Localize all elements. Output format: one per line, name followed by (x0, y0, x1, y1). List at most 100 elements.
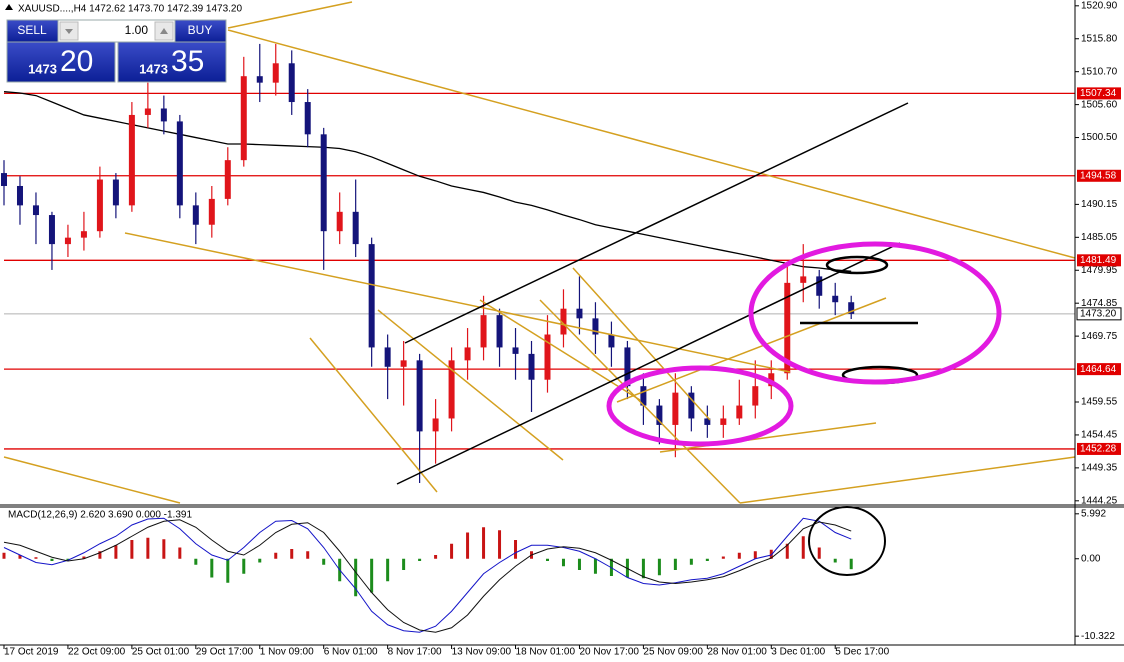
chart-title: XAUUSD....,H4 1472.62 1473.70 1472.39 14… (18, 4, 242, 15)
candle-body (224, 160, 231, 199)
candle-body (288, 63, 295, 103)
candle-body (336, 211, 343, 232)
candle-body (848, 302, 855, 314)
bid-tag (1076, 307, 1122, 321)
symbol-icon (5, 4, 13, 10)
histogram-bar (545, 558, 549, 561)
candle-body (816, 276, 823, 296)
histogram-bar (466, 532, 470, 559)
histogram-bar (322, 558, 326, 565)
sell-price-small[interactable]: 20 (60, 45, 93, 78)
histogram-bar (162, 539, 166, 559)
candle-body (368, 244, 375, 348)
histogram-bar (801, 536, 805, 559)
indicator-title: MACD(12,26,9) 2.620 3.690 0.000 -1.391 (8, 510, 192, 521)
histogram-bar (98, 551, 102, 559)
candle-body (256, 76, 263, 83)
level-label: 1507.34 (1080, 88, 1117, 99)
candle-body (160, 108, 167, 122)
histogram-bar (641, 558, 645, 579)
histogram-bar (434, 555, 438, 559)
x-tick-label: 1 Nov 09:00 (260, 647, 314, 658)
candle-body (384, 347, 391, 367)
histogram-bar (849, 558, 853, 570)
histogram-bar (146, 537, 150, 559)
candle-body (272, 63, 279, 83)
candle-body (32, 205, 39, 216)
y-tick-label: 0.00 (1081, 553, 1101, 564)
candle-body (48, 215, 55, 245)
arrow-up (160, 28, 168, 34)
x-tick-label: 20 Nov 17:00 (579, 647, 639, 658)
x-tick-label: 22 Oct 09:00 (68, 647, 126, 658)
buy-label[interactable]: BUY (188, 23, 213, 37)
y-tick-label: 5.992 (1081, 508, 1106, 519)
axes (0, 0, 1124, 646)
drawings (3, 1, 1076, 576)
x-tick-label: 25 Nov 09:00 (643, 647, 703, 658)
y-tick-label: 1444.25 (1081, 495, 1118, 506)
candle-body (304, 102, 311, 135)
buy-price-small[interactable]: 35 (171, 45, 204, 78)
histogram-bar (306, 551, 310, 559)
histogram-bar (386, 558, 390, 582)
histogram-bar (34, 557, 38, 559)
candle-body (448, 360, 455, 419)
trade-panel: SELL 1.00 BUY 1473 20 1473 35 (6, 19, 227, 83)
candle-body (480, 315, 487, 348)
buy-price-box[interactable] (117, 41, 227, 83)
candle-body (80, 231, 87, 238)
level-tag (1077, 169, 1121, 182)
histogram-bar (130, 540, 134, 559)
candle-body (528, 353, 535, 380)
candle-body (96, 179, 103, 232)
y-tick-label: 1490.15 (1081, 199, 1118, 210)
histogram-bar (657, 558, 661, 576)
sell-price-box[interactable] (6, 41, 116, 83)
candle-body (736, 405, 743, 419)
x-tick-label: 8 Nov 17:00 (388, 647, 442, 658)
histogram-bar (226, 558, 230, 583)
histogram-bar (418, 558, 422, 561)
x-tick-label: 5 Dec 17:00 (835, 647, 889, 658)
histogram-bar (673, 558, 677, 570)
y-tick-label: 1459.55 (1081, 397, 1118, 408)
x-tick-label: 17 Oct 2019 (4, 647, 59, 658)
histogram-bar (50, 558, 54, 561)
x-tick-label: 18 Nov 01:00 (516, 647, 576, 658)
candle-body (752, 386, 759, 406)
candle-body (784, 282, 791, 374)
candle-body (400, 360, 407, 367)
histogram-bar (785, 543, 789, 559)
histogram-bar (210, 558, 214, 578)
histogram-bar (114, 545, 118, 559)
level-label: 1452.28 (1080, 444, 1117, 455)
plot-area (1, 43, 1075, 633)
histogram-bar (561, 558, 565, 567)
candle-body (352, 211, 359, 245)
candle-body (464, 347, 471, 361)
candle-body (640, 386, 647, 406)
candle-body (720, 418, 727, 425)
sell-price-big[interactable]: 1473 (28, 61, 57, 76)
candle-body (576, 308, 583, 319)
lot-value[interactable]: 1.00 (125, 23, 149, 37)
x-tick-label: 28 Nov 01:00 (707, 647, 767, 658)
candle-body (832, 295, 839, 303)
y-tick-label: 1469.75 (1081, 331, 1118, 342)
candle-body (496, 315, 503, 348)
level-tag (1077, 442, 1121, 455)
histogram-bar (274, 552, 278, 559)
candle-body (688, 392, 695, 419)
x-tick-label: 25 Oct 01:00 (132, 647, 190, 658)
level-label: 1464.64 (1080, 364, 1117, 375)
histogram-bar (721, 556, 725, 559)
macd-line (3, 519, 852, 633)
sell-label[interactable]: SELL (17, 23, 47, 37)
histogram-bar (402, 558, 406, 570)
y-tick-label: 1510.70 (1081, 66, 1118, 77)
candle-body (432, 418, 439, 432)
buy-price-big[interactable]: 1473 (139, 61, 168, 76)
histogram-bar (258, 558, 262, 563)
